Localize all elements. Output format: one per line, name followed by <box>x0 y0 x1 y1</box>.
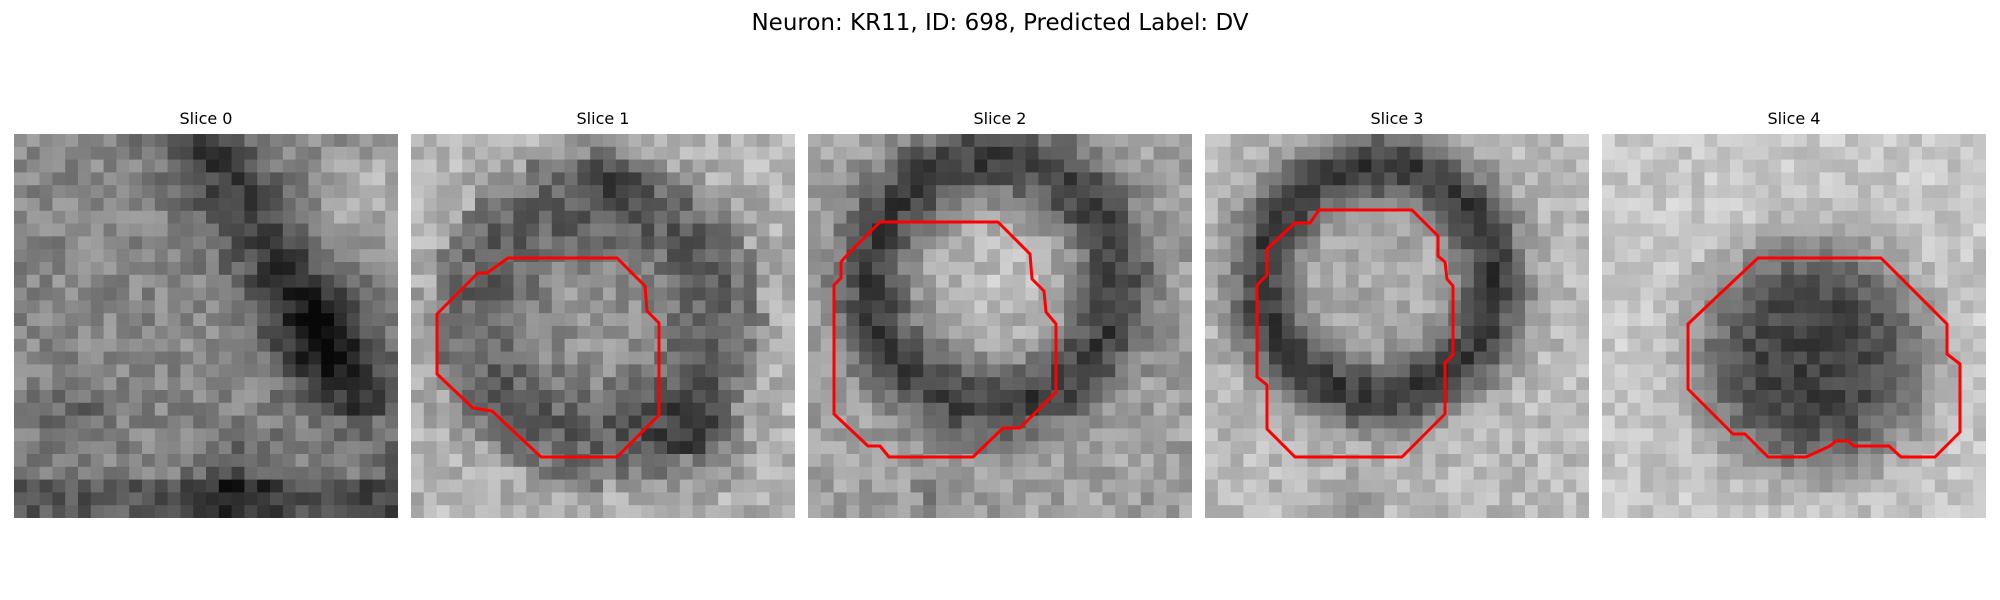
slice-4-contour <box>1686 256 1962 459</box>
slice-3-title: Slice 3 <box>1370 109 1424 128</box>
slice-3-image <box>1205 134 1589 518</box>
slice-1-image <box>411 134 795 518</box>
slice-1-title: Slice 1 <box>576 109 630 128</box>
figure-title: Neuron: KR11, ID: 698, Predicted Label: … <box>751 10 1249 36</box>
slice-2-title: Slice 2 <box>973 109 1027 128</box>
slice-4-image <box>1602 134 1986 518</box>
slice-2-contour <box>832 220 1058 459</box>
slice-1-contour <box>435 256 661 459</box>
slice-0-title: Slice 0 <box>179 109 233 128</box>
slice-4-title: Slice 4 <box>1767 109 1821 128</box>
slice-0-image <box>14 134 398 518</box>
slice-3-contour <box>1255 208 1455 459</box>
slice-2-image <box>808 134 1192 518</box>
